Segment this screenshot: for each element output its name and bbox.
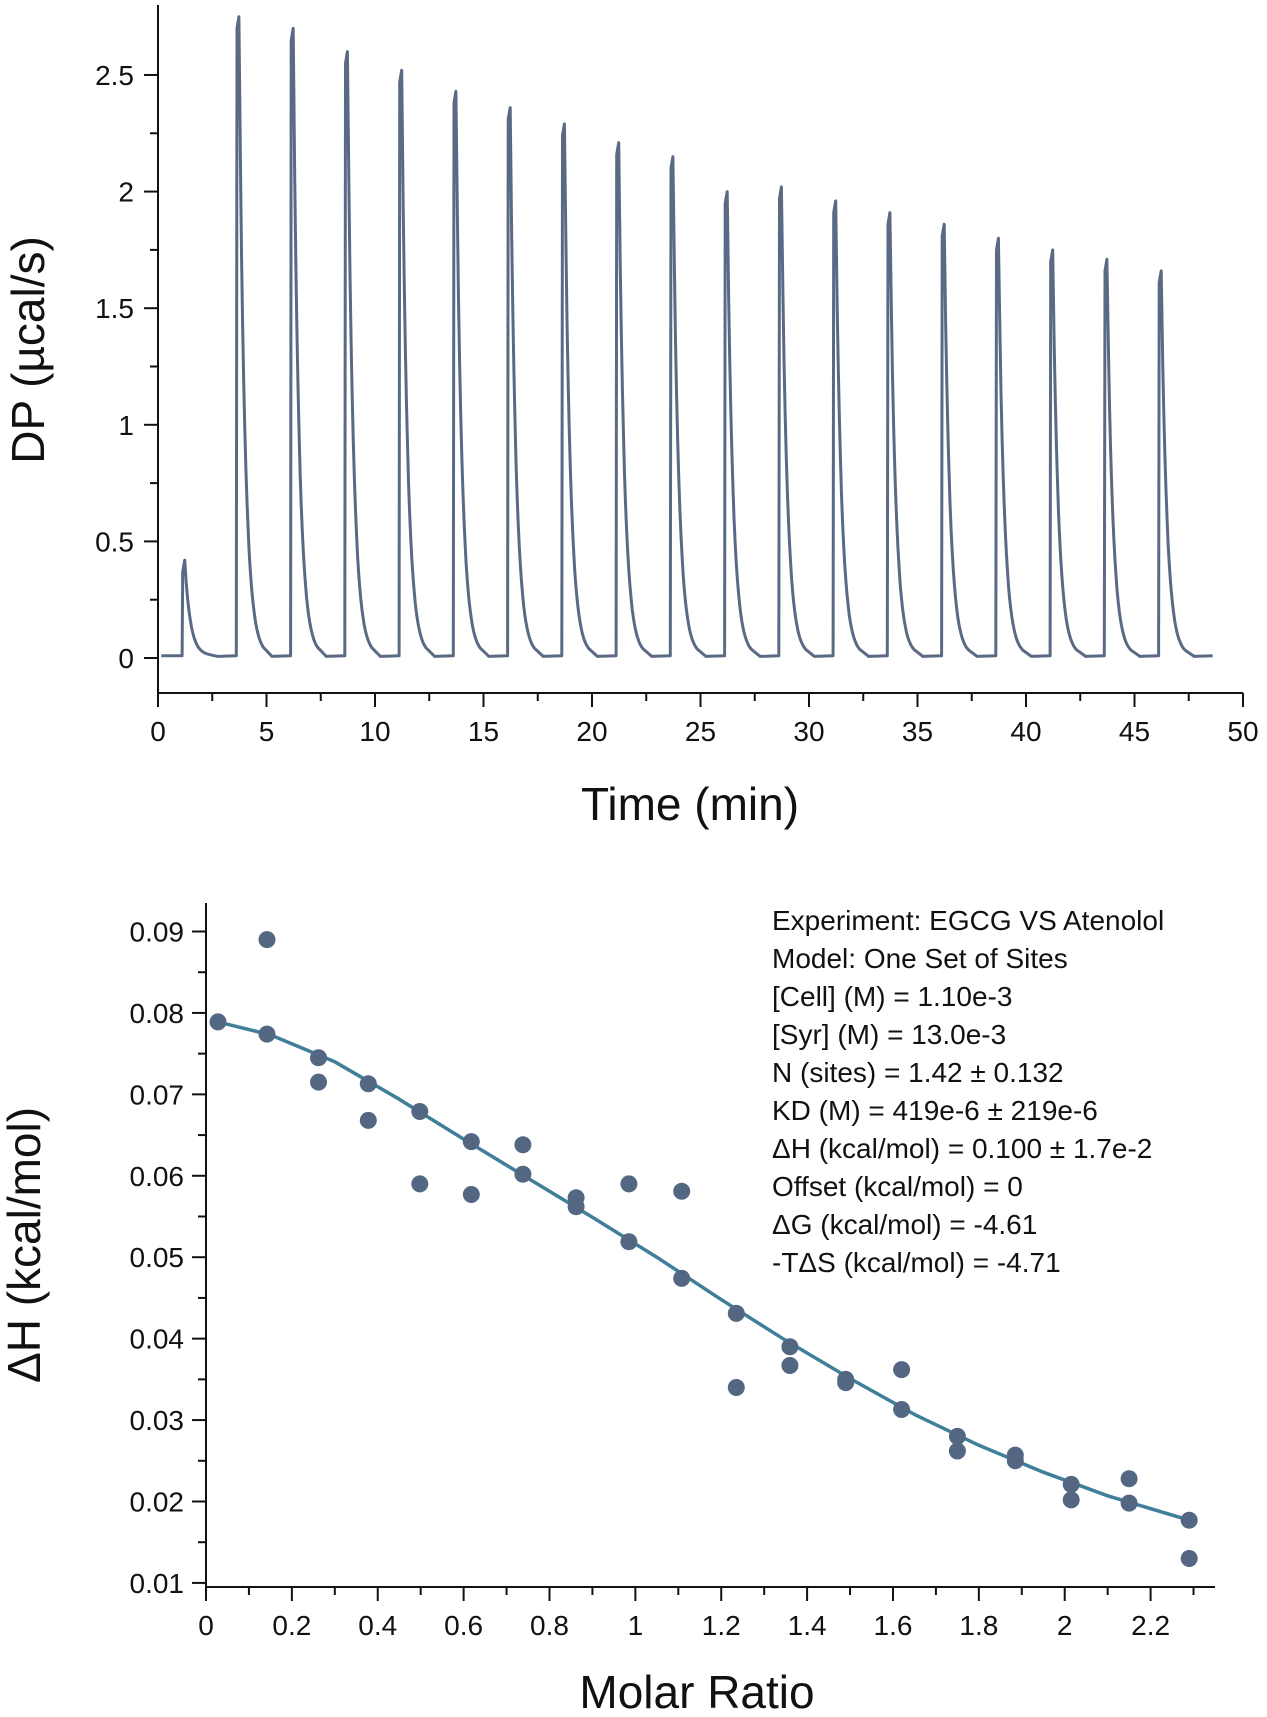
- data-point: [411, 1103, 429, 1120]
- annotation-experiment: Experiment: EGCG VS Atenolol: [772, 905, 1164, 936]
- thermogram-x-tick-label: 25: [685, 716, 716, 747]
- data-point: [948, 1442, 966, 1460]
- isotherm-y-tick-label: 0.02: [130, 1487, 185, 1518]
- data-point: [1120, 1470, 1138, 1488]
- data-point: [837, 1374, 855, 1392]
- isotherm-y-tick-label: 0.05: [130, 1242, 185, 1273]
- isotherm-x-tick-label: 0.2: [272, 1610, 311, 1641]
- thermogram-x-axis-title: Time (min): [581, 778, 799, 830]
- annotation-syringe-conc: [Syr] (M) = 13.0e-3: [772, 1019, 1006, 1050]
- thermogram-y-tick-label: 1.5: [95, 293, 134, 324]
- data-point: [310, 1073, 327, 1091]
- data-point: [781, 1357, 799, 1374]
- data-points: [209, 931, 1198, 1567]
- data-point: [948, 1427, 966, 1445]
- data-point: [893, 1361, 911, 1379]
- isotherm-y-tick-label: 0.04: [130, 1324, 185, 1355]
- isotherm-x-tick-label: 2: [1057, 1610, 1073, 1641]
- annotation-cell-conc: [Cell] (M) = 1.10e-3: [772, 981, 1012, 1012]
- thermogram-x-tick-label: 45: [1119, 716, 1150, 747]
- isotherm-x-tick-label: 0.6: [444, 1610, 483, 1641]
- data-point: [258, 1025, 276, 1043]
- isotherm-y-tick-label: 0.07: [130, 1079, 185, 1110]
- data-point: [1120, 1494, 1138, 1512]
- thermogram-x-tick-label: 35: [902, 716, 933, 747]
- data-point: [514, 1136, 532, 1154]
- thermogram-y-tick-label: 2: [118, 177, 134, 208]
- data-point: [359, 1075, 377, 1093]
- fit-parameters-annotation: Experiment: EGCG VS Atenolol Model: One …: [772, 905, 1164, 1278]
- thermogram-panel: 0 0.5 1 1.5 2 2.5 0 5 10 15 20 25 30 35 40 45 50 Time (…: [2, 5, 1259, 830]
- thermogram-y-axis-title: DP (µcal/s): [2, 236, 54, 464]
- annotation-kd: KD (M) = 419e-6 ± 219e-6: [772, 1095, 1098, 1126]
- annotation-offset: Offset (kcal/mol) = 0: [772, 1171, 1023, 1202]
- thermogram-y-ticks: 0 0.5 1 1.5 2 2.5: [95, 60, 158, 674]
- thermogram-x-tick-label: 40: [1010, 716, 1041, 747]
- data-point: [673, 1269, 691, 1287]
- data-point: [1180, 1511, 1198, 1529]
- thermogram-x-tick-label: 5: [259, 716, 275, 747]
- data-point: [514, 1165, 532, 1183]
- isotherm-y-tick-label: 0.06: [130, 1161, 185, 1192]
- data-point: [620, 1175, 638, 1193]
- thermogram-x-ticks: 0 5 10 15 20 25 30 35 40 45 50: [150, 693, 1259, 747]
- data-point: [462, 1133, 480, 1151]
- data-point: [462, 1186, 480, 1203]
- annotation-n-sites: N (sites) = 1.42 ± 0.132: [772, 1057, 1064, 1088]
- isotherm-x-tick-label: 2.2: [1131, 1610, 1170, 1641]
- data-point: [727, 1304, 745, 1322]
- isotherm-x-tick-label: 1.2: [702, 1610, 741, 1641]
- data-point: [310, 1049, 327, 1067]
- annotation-model: Model: One Set of Sites: [772, 943, 1068, 974]
- isotherm-y-tick-label: 0.01: [130, 1568, 185, 1599]
- data-point: [1006, 1452, 1024, 1470]
- isotherm-y-tick-label: 0.09: [130, 917, 185, 948]
- isotherm-x-tick-label: 0.8: [530, 1610, 569, 1641]
- annotation-delta-h: ΔH (kcal/mol) = 0.100 ± 1.7e-2: [772, 1133, 1152, 1164]
- thermogram-x-tick-label: 20: [576, 716, 607, 747]
- isotherm-x-tick-label: 1.4: [788, 1610, 827, 1641]
- data-point: [620, 1233, 638, 1251]
- isotherm-x-ticks: 0 0.2 0.4 0.6 0.8 1 1.2 1.4 1.6 1.8 2 2.2: [198, 1587, 1195, 1641]
- data-point: [209, 1013, 227, 1031]
- thermogram-y-tick-label: 1: [118, 410, 134, 441]
- isotherm-y-ticks: 0.01 0.02 0.03 0.04 0.05 0.06 0.07 0.08 0.09: [130, 917, 206, 1599]
- isotherm-x-tick-label: 1: [628, 1610, 644, 1641]
- thermogram-x-tick-label: 15: [468, 716, 499, 747]
- data-point: [1062, 1475, 1080, 1493]
- thermogram-x-tick-label: 0: [150, 716, 166, 747]
- data-point: [411, 1175, 429, 1193]
- data-point: [359, 1111, 377, 1129]
- data-point: [567, 1198, 585, 1216]
- data-point: [1062, 1491, 1080, 1509]
- binding-isotherm-panel: 0.01 0.02 0.03 0.04 0.05 0.06 0.07 0.08 0.09 0 0.…: [0, 903, 1215, 1717]
- isotherm-y-axis-title: ΔH (kcal/mol): [0, 1107, 50, 1383]
- isotherm-x-tick-label: 1.8: [959, 1610, 998, 1641]
- thermogram-y-tick-label: 2.5: [95, 60, 134, 91]
- data-point: [727, 1379, 745, 1396]
- isotherm-x-tick-label: 1.6: [874, 1610, 913, 1641]
- annotation-t-delta-s: -TΔS (kcal/mol) = -4.71: [772, 1247, 1061, 1278]
- data-point: [1180, 1550, 1198, 1567]
- thermogram-y-tick-label: 0.5: [95, 526, 134, 557]
- data-point: [781, 1338, 799, 1356]
- isotherm-x-tick-label: 0: [198, 1610, 214, 1641]
- annotation-delta-g: ΔG (kcal/mol) = -4.61: [772, 1209, 1037, 1240]
- thermogram-x-tick-label: 30: [793, 716, 824, 747]
- thermogram-trace: [161, 15, 1213, 658]
- data-point: [258, 931, 276, 949]
- isotherm-y-tick-label: 0.08: [130, 998, 185, 1029]
- thermogram-x-tick-label: 50: [1227, 716, 1258, 747]
- thermogram-y-tick-label: 0: [118, 643, 134, 674]
- data-point: [893, 1401, 911, 1418]
- isotherm-x-axis-title: Molar Ratio: [579, 1666, 814, 1717]
- isotherm-y-tick-label: 0.03: [130, 1405, 185, 1436]
- thermogram-x-tick-label: 10: [359, 716, 390, 747]
- data-point: [673, 1182, 691, 1200]
- isotherm-x-tick-label: 0.4: [358, 1610, 397, 1641]
